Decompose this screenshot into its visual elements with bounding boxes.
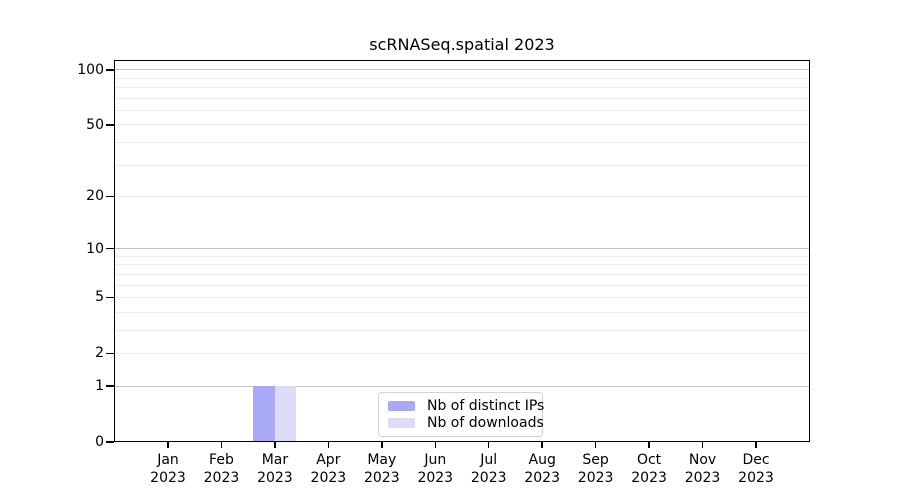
x-tick-month: Feb [209,452,234,468]
x-tick-mark [541,442,543,448]
x-tick-month: Apr [316,452,341,468]
y-tick-label: 5 [95,289,104,306]
gridlines-layer [114,60,810,442]
y-tick-label: 50 [86,116,104,133]
x-tick-month: Nov [688,452,717,468]
x-tick-year: 2023 [363,469,400,486]
y-minor-gridline [114,273,810,275]
y-minor-gridline [114,264,810,266]
bar-nb-of-distinct-ips [253,386,275,442]
x-tick-year: 2023 [310,469,347,486]
legend: Nb of distinct IPs Nb of downloads [378,392,544,437]
x-tick-mark [327,442,330,448]
y-tick-label: 2 [95,345,104,362]
x-tick-mark [220,442,223,448]
x-tick-year: 2023 [470,469,507,486]
y-minor-gridline [114,329,810,331]
x-tick-label: Aug 2023 [510,452,574,487]
x-tick-mark [701,442,704,448]
x-tick-mark [434,442,437,448]
x-tick-label: Mar 2023 [243,452,307,487]
x-tick-label: May 2023 [350,452,414,487]
x-tick-mark [381,442,383,448]
legend-swatch [388,401,415,412]
y-tick-label: 1 [95,378,104,395]
x-tick-year: 2023 [524,469,560,486]
y-tick-mark [106,352,114,355]
x-tick-label: Jul 2023 [457,452,521,487]
x-tick-label: Jan 2023 [136,452,200,487]
x-tick-label: Dec 2023 [724,452,788,487]
y-minor-gridline [114,284,810,286]
x-tick-mark [648,442,650,448]
x-tick-month: May [367,452,397,468]
x-tick-year: 2023 [738,469,774,486]
y-minor-gridline [114,77,810,79]
y-tick-mark [106,124,114,126]
x-tick-month: Oct [636,452,662,468]
bar-nb-of-downloads [274,386,297,442]
x-tick-month: Jul [480,452,498,468]
y-minor-gridline [114,296,810,298]
x-tick-month: Jun [424,452,447,468]
x-tick-month: Dec [742,452,770,468]
x-tick-mark [167,442,169,448]
y-minor-gridline [114,97,810,99]
y-tick-label: 0 [95,434,104,450]
x-tick-label: Sep 2023 [564,452,628,487]
y-minor-gridline [114,195,810,197]
legend-label: Nb of downloads [427,414,544,431]
y-tick-mark [106,195,114,198]
x-tick-year: 2023 [631,469,667,486]
plot-area [114,60,810,442]
x-tick-month: Aug [528,452,556,468]
x-tick-mark [274,442,276,448]
y-tick-label: 100 [77,61,104,78]
legend-item: Nb of downloads [388,415,544,431]
x-tick-year: 2023 [257,469,293,486]
x-tick-month: Mar [261,452,289,468]
x-tick-month: Sep [582,452,609,468]
y-tick-label: 20 [86,188,104,205]
y-minor-gridline [114,164,810,166]
legend-label: Nb of distinct IPs [427,398,545,415]
y-tick-mark [106,441,114,443]
x-tick-label: Apr 2023 [296,452,360,487]
bars-layer [114,60,810,442]
y-major-gridline [114,69,810,71]
y-tick-mark [106,385,114,387]
y-minor-gridline [114,352,810,354]
x-tick-label: Feb 2023 [189,452,253,487]
x-tick-mark [755,442,757,448]
x-tick-year: 2023 [577,469,614,486]
x-tick-year: 2023 [150,469,186,486]
x-tick-label: Nov 2023 [671,452,735,487]
y-major-gridline [114,248,810,250]
y-minor-gridline [114,124,810,126]
x-tick-year: 2023 [203,469,240,486]
legend-item: Nb of distinct IPs [388,398,544,414]
y-minor-gridline [114,311,810,313]
x-tick-label: Oct 2023 [617,452,681,487]
y-major-gridline [114,385,810,387]
y-tick-label: 10 [86,240,104,257]
x-tick-label: Jun 2023 [403,452,467,487]
y-minor-gridline [114,87,810,89]
chart-title: scRNASeq.spatial 2023 [369,35,555,54]
legend-swatch [388,417,415,428]
x-tick-mark [594,442,597,448]
y-tick-mark [106,69,114,71]
x-tick-month: Jan [157,452,179,468]
x-tick-mark [487,442,490,448]
y-minor-gridline [114,255,810,257]
y-tick-mark [106,296,114,299]
y-minor-gridline [114,141,810,143]
x-tick-year: 2023 [684,469,721,486]
x-tick-year: 2023 [417,469,454,486]
y-minor-gridline [114,109,810,111]
y-tick-mark [106,247,114,250]
